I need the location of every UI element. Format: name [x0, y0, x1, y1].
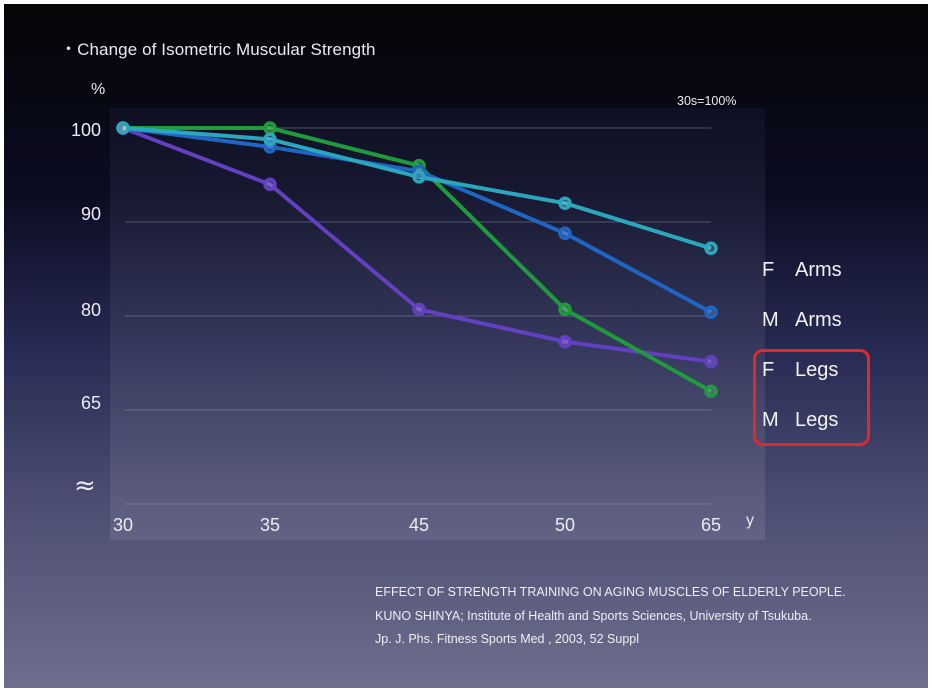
- legend-part: Arms: [795, 259, 842, 281]
- legend-sex: F: [762, 359, 775, 381]
- line-chart: 100 90 80 65 30 35 45 50 65 ≈ y: [71, 108, 765, 540]
- legend-part: Legs: [795, 359, 839, 381]
- x-tick-label: 35: [260, 515, 280, 535]
- legend-entry: F Legs: [762, 359, 838, 382]
- reference-line-3: Jp. J. Phs. Fitness Sports Med , 2003, 5…: [375, 632, 640, 646]
- plot-area: [110, 108, 765, 540]
- y-tick-label: 90: [81, 204, 101, 224]
- legend-entry: F Arms: [762, 259, 842, 282]
- data-point: [704, 241, 718, 256]
- baseline-note: 30s=100%: [677, 94, 737, 108]
- legend-sex: F: [762, 259, 775, 281]
- data-point: [704, 305, 718, 319]
- data-point: [558, 226, 572, 241]
- x-tick-label: 45: [409, 515, 429, 535]
- data-point: [263, 132, 277, 147]
- data-point: [412, 302, 426, 317]
- x-tick-label: 65: [701, 515, 721, 535]
- chart-title: ・Change of Isometric Muscular Strength: [60, 40, 376, 59]
- axis-break-symbol: ≈: [74, 471, 96, 501]
- x-tick-label: 30: [113, 515, 133, 535]
- legend-entry: M Arms: [762, 309, 842, 332]
- legend-sex: M: [762, 309, 779, 331]
- y-tick-label: 100: [71, 120, 101, 140]
- legend-part: Arms: [795, 309, 842, 331]
- x-axis-label: y: [746, 512, 754, 529]
- data-point: [116, 121, 130, 135]
- legs-highlight-box: [753, 349, 870, 446]
- data-point: [558, 196, 572, 210]
- reference-line-2: KUNO SHINYA; Institute of Health and Spo…: [375, 609, 812, 623]
- series-line-f-legs: [122, 126, 712, 364]
- y-tick-label: 65: [81, 393, 101, 413]
- x-tick-label: 50: [555, 515, 575, 535]
- legend-sex: M: [762, 409, 779, 431]
- data-point: [412, 170, 426, 184]
- data-point: [263, 177, 277, 192]
- data-point: [704, 384, 718, 398]
- data-point: [558, 334, 572, 349]
- data-point: [558, 302, 572, 317]
- slide: ・Change of Isometric Muscular Strength %…: [4, 4, 928, 688]
- legend-part: Legs: [795, 409, 839, 431]
- data-point: [263, 121, 277, 135]
- legend-entry: M Legs: [762, 409, 838, 432]
- reference-line-1: EFFECT OF STRENGTH TRAINING ON AGING MUS…: [375, 585, 846, 599]
- y-tick-label: 80: [81, 300, 101, 320]
- data-point: [704, 354, 718, 369]
- y-axis-unit-label: %: [91, 81, 106, 98]
